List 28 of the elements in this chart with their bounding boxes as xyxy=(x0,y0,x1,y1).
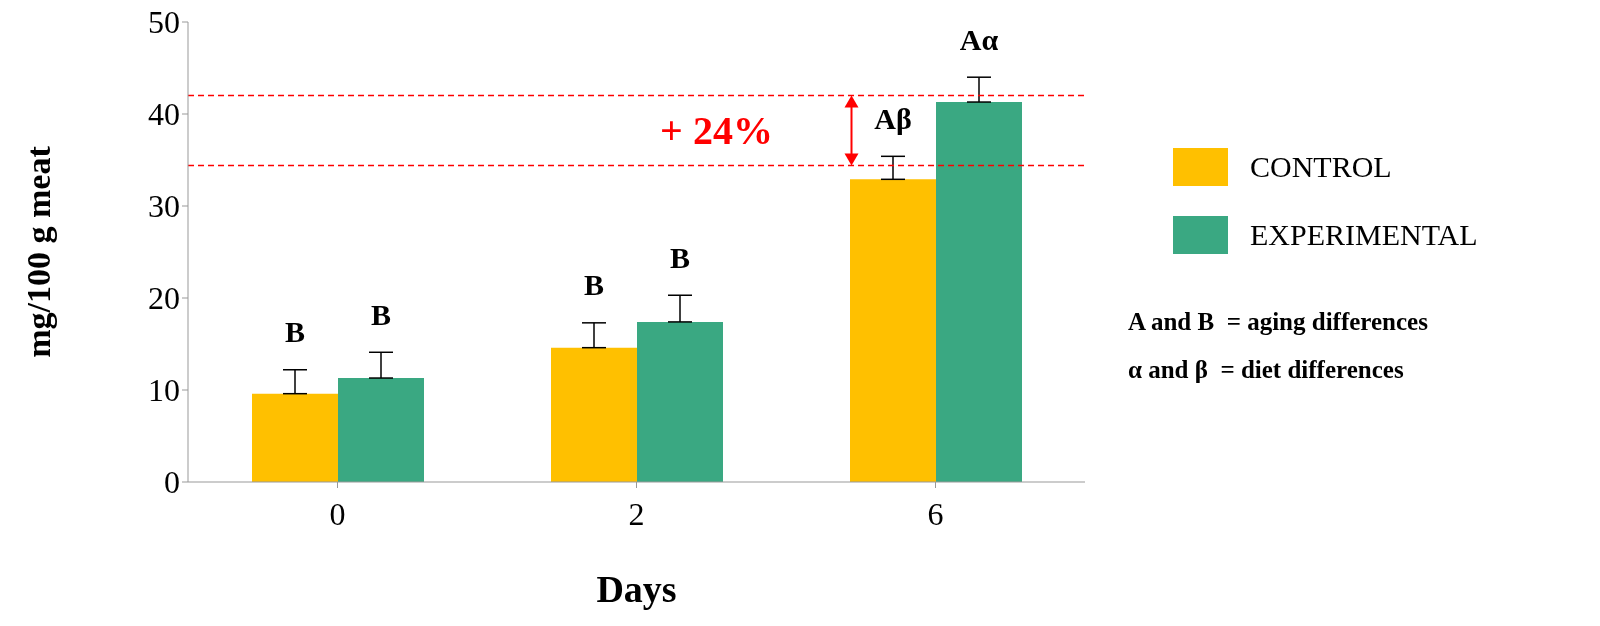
bar xyxy=(338,378,424,482)
data-label: B xyxy=(284,315,306,349)
y-axis-title: mg/100 g meat xyxy=(20,145,58,358)
annotation: + 24% xyxy=(660,108,773,154)
y-tick-label: 40 xyxy=(148,96,180,133)
x-axis-title: Days xyxy=(596,568,677,610)
legend-label: EXPERIMENTAL xyxy=(1250,218,1478,252)
data-label: B xyxy=(669,240,691,274)
bar xyxy=(936,102,1022,482)
y-tick-label: 10 xyxy=(148,372,180,409)
x-tick-label: 6 xyxy=(927,495,944,532)
data-label: B xyxy=(583,268,605,302)
bar xyxy=(637,321,723,482)
bar xyxy=(252,393,338,482)
y-tick-label: 30 xyxy=(148,188,180,225)
x-tick-label: 0 xyxy=(329,495,346,532)
x-tick-label: 2 xyxy=(628,495,645,532)
legend-label: CONTROL xyxy=(1250,150,1392,184)
bar xyxy=(850,179,936,482)
data-label: Aβ xyxy=(874,101,912,135)
text: A and B = aging differences xyxy=(1128,308,1428,337)
data-label: B xyxy=(370,297,392,331)
bar xyxy=(551,347,637,482)
y-tick-label: 0 xyxy=(164,464,180,501)
text: α and β = diet differences xyxy=(1128,356,1405,385)
data-label: Aα xyxy=(959,22,999,56)
y-tick-label: 50 xyxy=(148,4,180,41)
y-tick-label: 20 xyxy=(148,280,180,317)
